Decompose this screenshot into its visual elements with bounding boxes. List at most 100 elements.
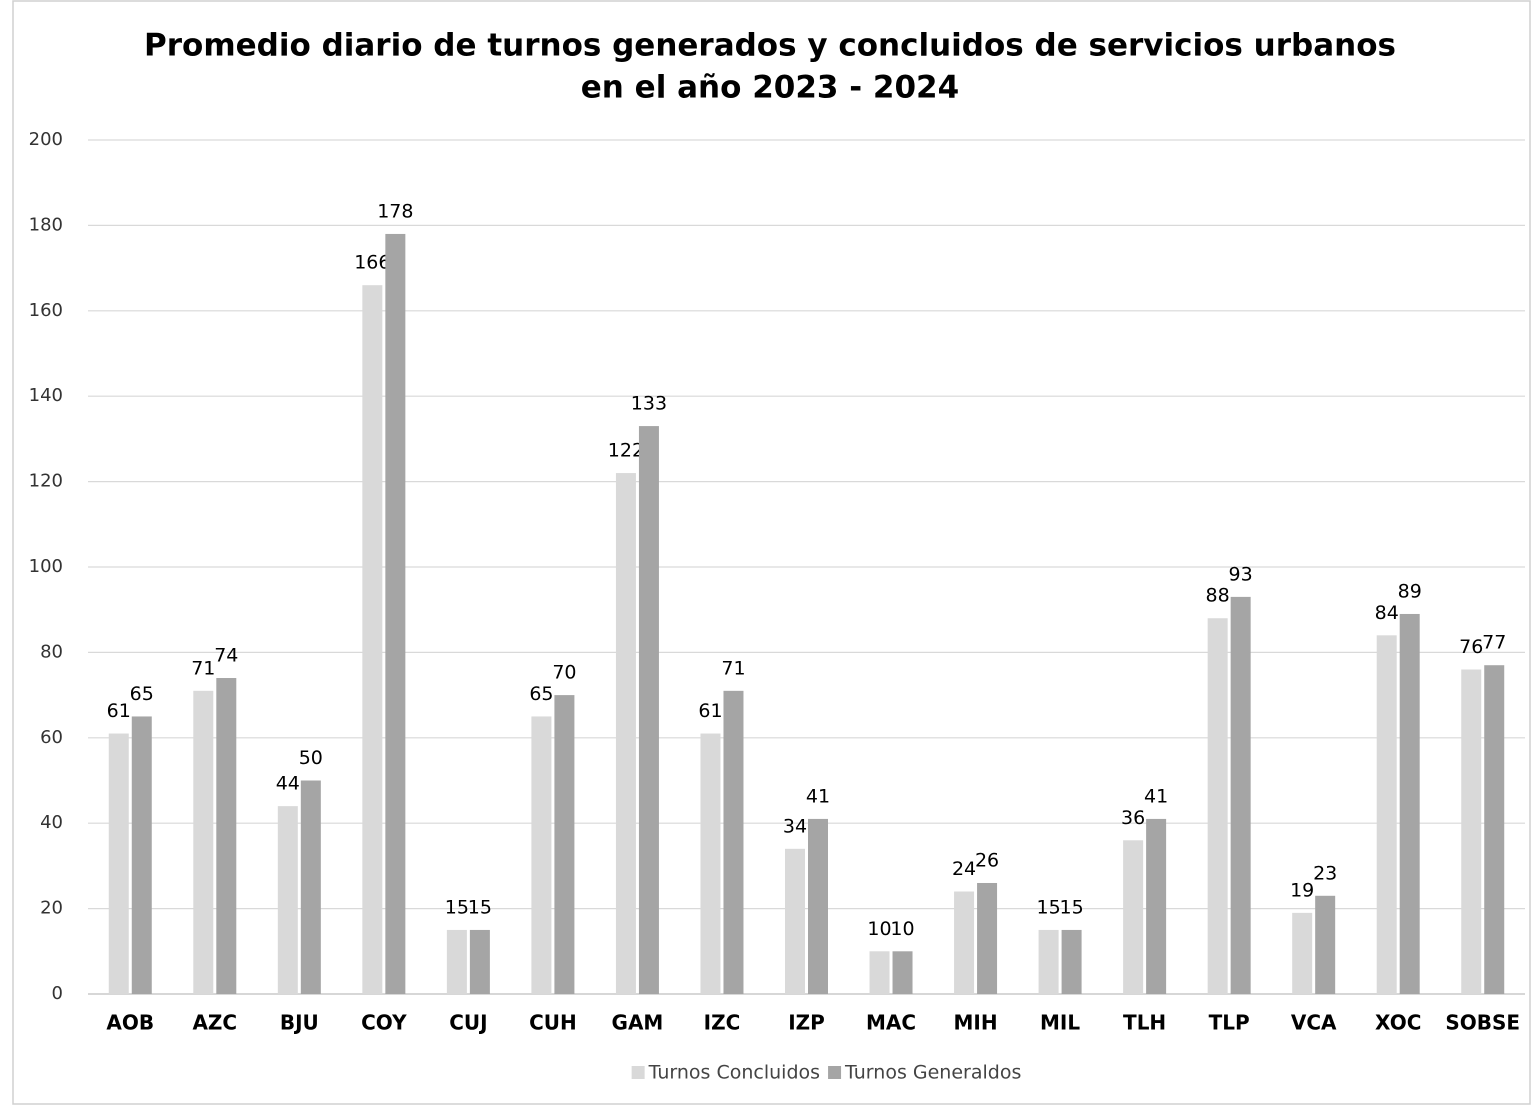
bar [1292, 912, 1313, 994]
bar [108, 733, 129, 994]
y-tick-label: 200 [29, 129, 63, 150]
value-label: 178 [377, 200, 413, 222]
legend-swatch [631, 1066, 645, 1079]
value-label: 76 [1459, 636, 1483, 658]
value-label: 36 [1121, 807, 1145, 829]
value-label: 61 [698, 700, 722, 722]
y-tick-label: 140 [29, 385, 63, 406]
bar [700, 733, 721, 994]
y-tick-label: 80 [40, 641, 63, 662]
bar [193, 690, 214, 994]
value-label: 26 [975, 849, 999, 871]
legend-swatch [828, 1066, 842, 1079]
bar [1315, 895, 1336, 994]
bar [638, 426, 659, 995]
bar [446, 929, 467, 994]
value-label: 41 [806, 785, 830, 807]
bar [1376, 635, 1397, 994]
value-label: 34 [783, 815, 807, 837]
legend-label: Turnos Generaldos [844, 1062, 1021, 1084]
bar [723, 690, 744, 994]
value-label: 74 [214, 645, 238, 667]
value-label: 166 [354, 252, 390, 274]
value-label: 70 [552, 662, 576, 684]
y-tick-label: 60 [40, 727, 63, 748]
y-tick-label: 20 [40, 898, 63, 919]
bar [1061, 929, 1082, 994]
value-label: 10 [867, 918, 891, 940]
bar [554, 695, 575, 994]
y-tick-label: 120 [29, 471, 63, 492]
bar [869, 951, 890, 994]
value-label: 93 [1229, 563, 1253, 585]
value-label: 23 [1313, 862, 1337, 884]
x-tick-label: TLH [1123, 1011, 1166, 1035]
x-tick-label: TLP [1209, 1011, 1250, 1035]
chart-title: en el año 2023 - 2024 [581, 70, 959, 106]
x-tick-label: SOBSE [1445, 1011, 1520, 1035]
x-tick-label: AZC [192, 1011, 237, 1035]
bar [216, 678, 237, 994]
bar [1399, 613, 1420, 994]
bar [892, 951, 913, 994]
bar [808, 818, 828, 994]
bar [362, 285, 383, 994]
chart-border [12, 0, 1531, 1105]
x-tick-label: IZC [704, 1011, 741, 1035]
value-label: 44 [276, 773, 300, 795]
value-label: 61 [107, 700, 131, 722]
bar [1146, 818, 1167, 994]
x-tick-label: CUJ [449, 1011, 487, 1035]
value-label: 133 [631, 393, 667, 415]
y-tick-label: 180 [29, 214, 63, 235]
bar [1461, 669, 1482, 994]
bar [277, 806, 298, 994]
value-label: 89 [1398, 580, 1422, 602]
bar [300, 780, 321, 994]
value-label: 15 [1036, 896, 1060, 918]
x-tick-label: MIL [1040, 1011, 1080, 1035]
bar [1230, 596, 1251, 994]
y-tick-label: 160 [29, 300, 63, 321]
bar [615, 473, 636, 994]
y-tick-label: 40 [40, 812, 63, 833]
x-tick-label: MAC [866, 1011, 916, 1035]
value-label: 122 [608, 440, 644, 462]
value-label: 15 [1059, 896, 1083, 918]
bar [131, 716, 152, 994]
x-tick-label: IZP [788, 1011, 825, 1035]
value-label: 65 [130, 683, 154, 705]
value-label: 19 [1290, 879, 1314, 901]
bar [954, 891, 975, 994]
bar [1038, 929, 1059, 994]
bar [385, 233, 406, 994]
value-label: 15 [445, 896, 469, 918]
x-tick-label: AOB [106, 1011, 154, 1035]
value-label: 10 [890, 918, 914, 940]
value-label: 50 [299, 747, 323, 769]
y-tick-label: 0 [52, 983, 63, 1004]
x-tick-label: VCA [1291, 1011, 1337, 1035]
bar [977, 882, 998, 994]
legend-label: Turnos Concluidos [648, 1062, 820, 1084]
x-tick-label: GAM [612, 1011, 664, 1035]
bar [1123, 840, 1144, 994]
bar [469, 929, 490, 994]
value-label: 41 [1144, 785, 1168, 807]
x-tick-label: CUH [529, 1011, 577, 1035]
bar [531, 716, 552, 994]
x-tick-label: BJU [280, 1011, 319, 1035]
value-label: 24 [952, 858, 976, 880]
value-label: 15 [468, 896, 492, 918]
value-label: 71 [191, 657, 215, 679]
value-label: 77 [1482, 632, 1506, 654]
value-label: 71 [721, 657, 745, 679]
x-tick-label: COY [361, 1011, 407, 1035]
x-tick-label: XOC [1375, 1011, 1421, 1035]
y-tick-label: 100 [29, 556, 63, 577]
x-tick-label: MIH [954, 1011, 998, 1035]
bar [1484, 665, 1505, 994]
value-label: 84 [1375, 602, 1399, 624]
bar [1207, 618, 1228, 994]
chart-title: Promedio diario de turnos generados y co… [144, 28, 1396, 64]
